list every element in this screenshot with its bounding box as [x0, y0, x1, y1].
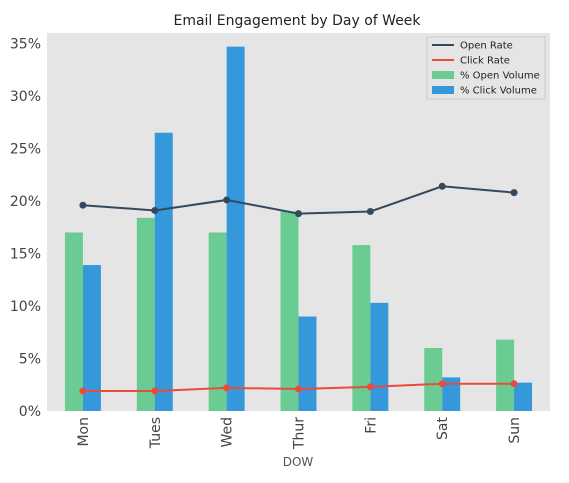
x-tick-label: Tues — [148, 417, 164, 449]
y-tick-label: 20% — [10, 194, 41, 210]
x-tick-label: Sun — [507, 417, 523, 444]
point-click-rate-wed — [223, 384, 231, 392]
legend-swatch — [432, 71, 454, 79]
point-click-rate-sun — [510, 380, 518, 388]
point-click-rate-tues — [151, 387, 159, 395]
bar-click-volume-sun — [514, 382, 533, 411]
x-tick-label: Sat — [435, 417, 451, 440]
bar-open-volume-sun — [496, 339, 515, 411]
chart-title: Email Engagement by Day of Week — [173, 13, 421, 29]
bar-open-volume-tues — [136, 217, 155, 411]
point-open-rate-fri — [366, 208, 374, 215]
lines-layer — [79, 182, 518, 395]
point-open-rate-mon — [79, 201, 87, 209]
bar-click-volume-tues — [154, 132, 173, 411]
point-open-rate-thur — [295, 210, 302, 218]
bar-open-volume-mon — [64, 232, 83, 411]
x-tick-label: Wed — [220, 417, 236, 448]
bar-click-volume-mon — [82, 265, 101, 411]
point-click-rate-mon — [79, 387, 87, 395]
bar-open-volume-thur — [280, 211, 299, 411]
point-open-rate-sat — [438, 182, 446, 190]
y-tick-label: 5% — [19, 352, 41, 368]
bar-click-volume-wed — [226, 46, 245, 412]
x-axis-ticks: Mon Tues Wed Thur Fri Sat Sun — [76, 417, 523, 451]
legend: Open Rate Click Rate % Open Volume % Click … — [426, 36, 546, 100]
y-tick-label: 15% — [10, 247, 41, 263]
point-click-rate-sat — [438, 380, 446, 388]
legend-label: % Click Volume — [460, 86, 537, 97]
y-tick-label: 25% — [10, 142, 41, 158]
bar-open-volume-sat — [424, 348, 443, 411]
point-click-rate-thur — [295, 385, 302, 393]
bar-click-volume-thur — [298, 316, 317, 411]
x-tick-label: Mon — [76, 417, 92, 447]
point-open-rate-wed — [223, 196, 231, 204]
bars-layer — [64, 46, 533, 412]
bar-open-volume-fri — [352, 245, 371, 411]
y-tick-label: 10% — [10, 299, 41, 315]
legend-label: Click Rate — [460, 56, 510, 67]
point-click-rate-fri — [366, 383, 374, 391]
bar-click-volume-sat — [442, 377, 461, 411]
y-tick-label: 35% — [10, 37, 41, 53]
legend-label: Open Rate — [460, 41, 513, 52]
point-open-rate-sun — [510, 189, 518, 197]
bar-click-volume-fri — [370, 302, 389, 411]
y-axis-ticks: 0% 5% 10% 15% 20% 25% 30% 35% — [10, 37, 41, 421]
legend-swatch — [432, 86, 454, 94]
x-axis-label: DOW — [283, 455, 314, 469]
legend-label: % Open Volume — [460, 71, 540, 82]
x-tick-label: Fri — [363, 417, 379, 434]
x-tick-label: Thur — [292, 417, 308, 450]
point-open-rate-tues — [151, 206, 159, 214]
bar-open-volume-wed — [208, 232, 227, 411]
y-tick-label: 30% — [10, 89, 41, 105]
y-tick-label: 0% — [19, 404, 41, 420]
